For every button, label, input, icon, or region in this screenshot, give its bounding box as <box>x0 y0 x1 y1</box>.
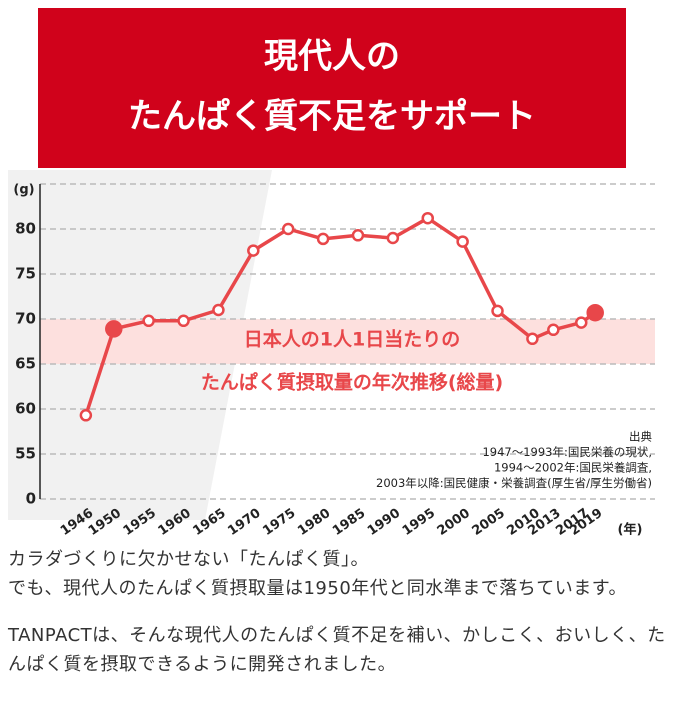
paragraph-line: でも、現代人のたんぱく質摂取量は1950年代と同水準まで落ちています。 <box>8 578 627 599</box>
source-note: 出典 <box>629 430 652 444</box>
data-point <box>491 304 504 318</box>
paragraph-line: カラダづくりに欠かせない「たんぱく質」。 <box>8 549 369 570</box>
x-tick-label: 1980 <box>295 506 333 539</box>
data-point <box>142 314 155 328</box>
data-point <box>281 222 295 236</box>
data-point <box>456 235 469 248</box>
x-tick-label: 1985 <box>330 506 368 539</box>
data-point <box>79 409 93 422</box>
banner-line: 現代人の <box>264 37 400 77</box>
y-axis-label: (g) <box>13 183 34 198</box>
data-point <box>547 323 560 337</box>
source-note: 1947〜1993年:国民栄養の現状, <box>482 445 652 459</box>
data-point <box>421 211 434 225</box>
data-point <box>351 229 365 242</box>
band-label: 日本人の1人1日当たりの <box>244 328 460 351</box>
paragraph-line: TANPACTは、そんな現代人のたんぱく質不足を補い、かしこく、おいしく、たんぱ… <box>8 625 666 675</box>
data-point <box>212 303 225 317</box>
banner <box>38 8 626 168</box>
data-point <box>316 232 330 246</box>
source-note: 2003年以降:国民健康・栄養調査(厚生省/厚生労働省) <box>376 476 652 490</box>
data-point <box>247 244 260 257</box>
y-tick-label: 60 <box>15 400 36 418</box>
text-block: カラダづくりに欠かせない「たんぱく質」。でも、現代人のたんぱく質摂取量は1950… <box>0 545 677 679</box>
x-tick-label: 1990 <box>365 506 403 539</box>
data-point <box>105 320 123 338</box>
y-tick-label: 0 <box>26 490 36 508</box>
y-tick-label: 55 <box>15 445 36 463</box>
y-tick-label: 80 <box>15 220 36 238</box>
paragraph: TANPACTは、そんな現代人のたんぱく質不足を補い、かしこく、おいしく、たんぱ… <box>8 621 669 679</box>
paragraph: カラダづくりに欠かせない「たんぱく質」。でも、現代人のたんぱく質摂取量は1950… <box>8 545 669 603</box>
y-tick-label: 75 <box>15 265 36 283</box>
x-tick-label: 1970 <box>225 506 263 539</box>
banner-line: たんぱく質不足をサポート <box>128 97 536 137</box>
chart: 現代人の たんぱく質不足をサポート 0 55 60 65 70 75 80 (g) 日本人の1人… <box>8 8 655 539</box>
y-tick-label: 70 <box>15 310 36 328</box>
x-tick-label: 1995 <box>400 506 438 539</box>
data-point <box>386 231 400 245</box>
x-axis-label: (年) <box>618 522 643 538</box>
x-tick-label: 2005 <box>470 506 508 539</box>
data-point <box>526 332 539 346</box>
y-tick-label: 65 <box>15 355 36 373</box>
band-label: たんぱく質摂取量の年次推移(総量) <box>201 371 503 394</box>
x-tick-label: 1975 <box>260 506 298 539</box>
data-point <box>177 314 190 328</box>
x-tick-label: 2000 <box>435 506 473 539</box>
data-point <box>575 316 588 329</box>
source-note: 1994〜2002年:国民栄養調査, <box>494 461 652 475</box>
data-point <box>586 303 604 322</box>
